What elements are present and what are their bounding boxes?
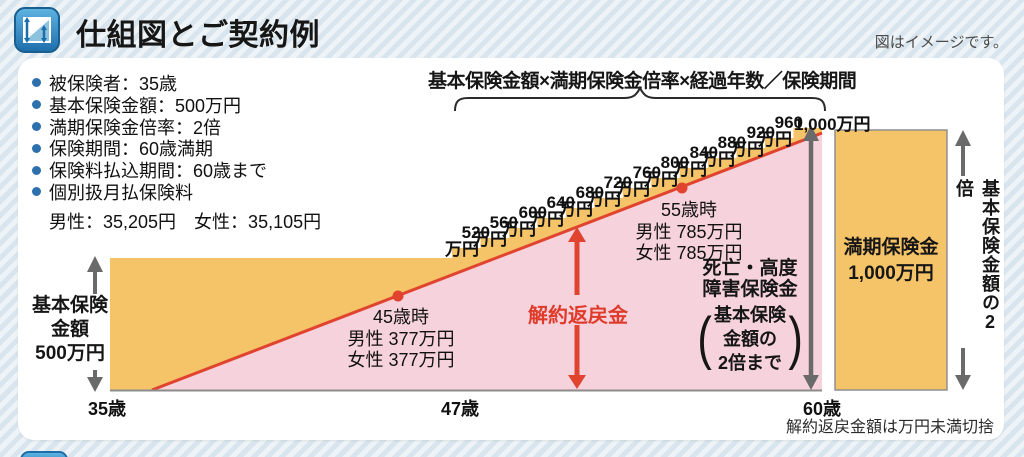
premium-values: 男性：35,205円 女性：35,105円 — [49, 212, 322, 232]
base-amount-label: 基本保険 金額 500万円 — [31, 295, 108, 364]
step-label: 640 万円 — [530, 193, 575, 229]
step-label: 600 万円 — [502, 203, 547, 239]
step-label: 960 万円 — [758, 113, 803, 149]
step-label: 800 万円 — [644, 153, 689, 189]
contract-details-list: 被保険者：35歳 基本保険金額：500万円 満期保険金倍率：2倍 保険期間：60… — [32, 72, 267, 203]
step-label: 920 万円 — [730, 123, 775, 159]
next-section-icon — [20, 451, 68, 457]
bullet-icon — [32, 121, 41, 131]
bullet-icon — [32, 78, 41, 88]
step-label: 680 万円 — [559, 183, 604, 219]
list-item: 保険料払込期間：60歳まで — [32, 159, 267, 181]
list-item: 満期保険金倍率：2倍 — [32, 116, 267, 138]
chart-icon-svg — [14, 7, 60, 53]
step-label: 720 万円 — [587, 173, 632, 209]
step-label: 880 万円 — [701, 133, 746, 169]
bullet-icon — [32, 187, 41, 197]
annotation-age-55: 55歳時 男性 785万円 女性 785万円 — [635, 200, 743, 263]
step-label: 560 万円 — [473, 213, 518, 249]
surrender-value-label: 解約返戻金 — [528, 305, 628, 327]
x-axis-label-35: 35歳 — [87, 399, 127, 419]
open-paren: ( — [697, 306, 712, 371]
step-label: 760 万円 — [616, 163, 661, 199]
list-item: 被保険者：35歳 — [32, 72, 267, 94]
image-disclaimer: 図はイメージです。 — [874, 34, 1008, 51]
detail-premium: 個別扱月払保険料 — [49, 182, 193, 203]
bullet-icon — [32, 165, 41, 175]
x-axis-label-47: 47歳 — [440, 399, 480, 419]
bullet-icon — [32, 100, 41, 110]
step-label: 840 万円 — [673, 143, 718, 179]
death-benefit-label: 死亡・高度 障害保険金 ( 基本保険 金額の 2倍まで ) — [694, 258, 806, 377]
bullet-icon — [32, 143, 41, 153]
double-base-amount-label: 基本保険金額の2倍 — [954, 179, 1000, 333]
x-axis-label-60: 60歳 — [802, 399, 842, 419]
detail-base-amount: 基本保険金額：500万円 — [49, 95, 242, 116]
page-title: 仕組図とご契約例 — [76, 19, 320, 52]
list-item: 個別扱月払保険料 — [32, 181, 267, 203]
step-label-final: 1,000万円 — [794, 115, 871, 134]
list-item: 保険期間：60歳満期 — [32, 137, 267, 159]
surrender-footnote: 解約返戻金額は万円未満切捨 — [785, 419, 994, 436]
section-chart-icon — [14, 7, 60, 53]
maturity-benefit-label: 満期保険金 1,000万円 — [843, 237, 939, 284]
detail-insured: 被保険者：35歳 — [49, 73, 178, 94]
list-item: 基本保険金額：500万円 — [32, 94, 267, 116]
benefit-formula: 基本保険金額×満期保険金倍率×経過年数／保険期間 — [428, 71, 857, 92]
step-label: 520 万円 — [445, 223, 490, 259]
annotation-age-45: 45歳時 男性 377万円 女性 377万円 — [347, 307, 455, 370]
close-paren: ) — [788, 306, 803, 371]
